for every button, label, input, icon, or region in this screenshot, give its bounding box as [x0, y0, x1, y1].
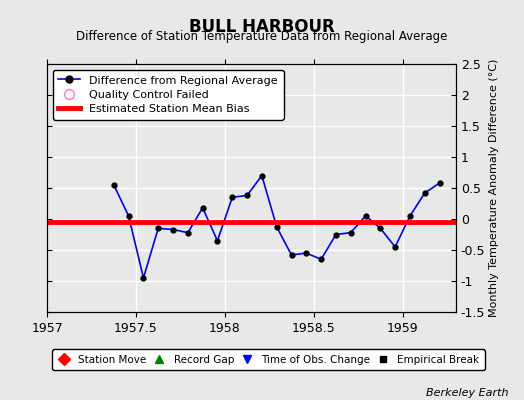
- Text: BULL HARBOUR: BULL HARBOUR: [189, 18, 335, 36]
- Legend: Station Move, Record Gap, Time of Obs. Change, Empirical Break: Station Move, Record Gap, Time of Obs. C…: [52, 350, 485, 370]
- Text: Berkeley Earth: Berkeley Earth: [426, 388, 508, 398]
- Text: Difference of Station Temperature Data from Regional Average: Difference of Station Temperature Data f…: [77, 30, 447, 43]
- Y-axis label: Monthly Temperature Anomaly Difference (°C): Monthly Temperature Anomaly Difference (…: [489, 59, 499, 317]
